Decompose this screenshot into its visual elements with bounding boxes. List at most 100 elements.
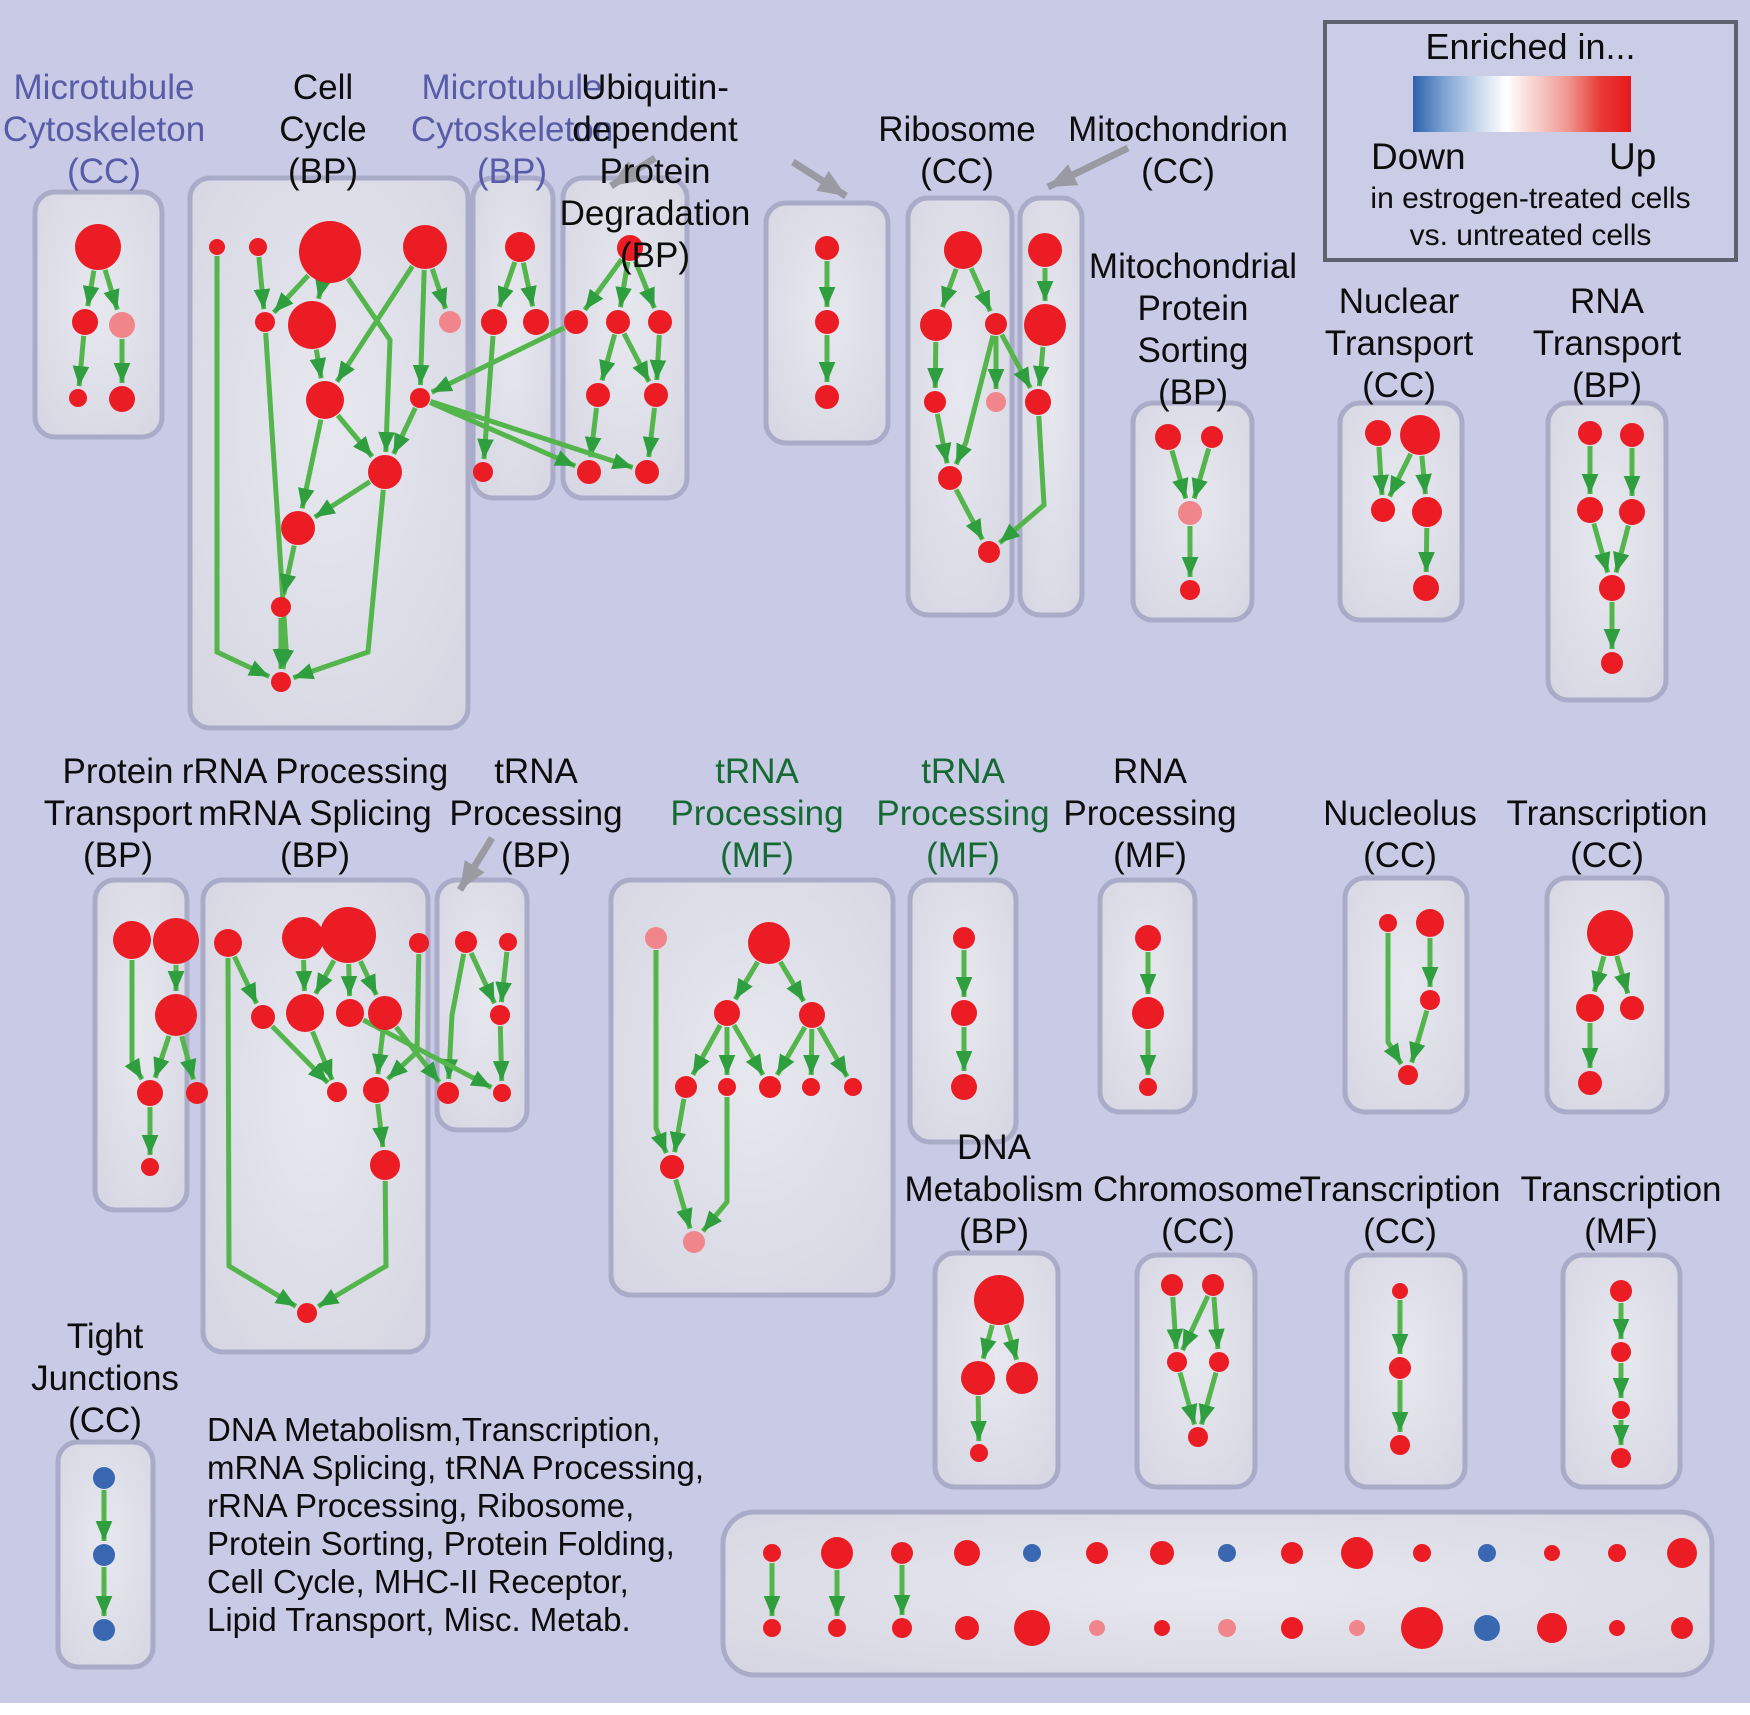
go-term-node-red [1412, 497, 1442, 527]
edge-arrow [934, 413, 952, 464]
edge-arrow [642, 407, 660, 458]
go-term-node-red [336, 999, 364, 1027]
edge-arrow [358, 960, 379, 996]
go-term-node-red [1379, 914, 1397, 932]
edge-arrow [345, 276, 395, 453]
go-term-node-red [938, 466, 962, 490]
edge-arrow [1002, 1324, 1019, 1361]
edge-arrow [412, 269, 430, 386]
edge-arrow [232, 955, 259, 1005]
go-term-node-red [891, 1542, 913, 1564]
edge-arrow [334, 264, 415, 383]
go-term-node-red [1578, 1071, 1602, 1095]
go-term-node-red [648, 310, 672, 334]
go-term-node-red [1024, 304, 1066, 346]
go-term-node-red [985, 313, 1007, 335]
go-term-node-red [1578, 421, 1602, 445]
edge-arrow [394, 1025, 442, 1084]
edge-arrow [441, 953, 467, 1080]
edge-arrow [970, 1395, 987, 1442]
go-term-node-red [1416, 909, 1444, 937]
go-term-node-red [714, 1000, 740, 1026]
edge-arrow [1177, 1371, 1198, 1426]
go-term-node-blue [93, 1619, 115, 1641]
edge-arrow [774, 1025, 808, 1077]
edge-arrow [430, 325, 566, 395]
edge-arrows [72, 256, 1641, 1616]
edge-arrow [362, 1017, 493, 1090]
go-term-node-red [1401, 1607, 1443, 1649]
go-term-node-red [1202, 1274, 1224, 1296]
go-term-node-red [944, 231, 982, 269]
go-term-node-red [1420, 990, 1440, 1010]
edge-arrow [980, 1324, 997, 1360]
edge-arrow [649, 334, 667, 381]
go-term-node-red [1413, 575, 1439, 601]
go-term-node-red [920, 309, 952, 341]
edge-arrow [953, 334, 996, 466]
go-term-node-red [297, 1303, 317, 1323]
go-term-node-red [1609, 1620, 1625, 1636]
edge-arrow [492, 1025, 510, 1082]
cluster-box-protein-transport-bp [92, 877, 190, 1213]
go-term-node-red [1608, 1544, 1626, 1562]
edge-arrow [520, 262, 537, 307]
edge-arrow [953, 488, 985, 541]
go-term-node-red [951, 1000, 977, 1026]
go-term-node-red [802, 1078, 820, 1096]
edge-arrow [621, 332, 652, 383]
go-term-node-red [481, 309, 507, 335]
edge-arrow [495, 951, 512, 1003]
edge-arrow [496, 261, 518, 308]
go-term-node-pink [683, 1231, 705, 1253]
go-term-node-red [1671, 1617, 1693, 1639]
go-term-node-red [209, 239, 225, 255]
legend-down-label: Down [1371, 136, 1466, 177]
cluster-box-microtubule-cytoskeleton-bp [470, 175, 556, 501]
edge-arrow [429, 400, 577, 469]
go-term-node-red [368, 996, 402, 1030]
go-term-node-red [1154, 1620, 1170, 1636]
edge-arrow [733, 960, 760, 1001]
go-term-node-red [69, 389, 87, 407]
go-term-node-red [1161, 1274, 1183, 1296]
label-pointer-arrow [609, 155, 657, 189]
go-term-node-red [1389, 1357, 1411, 1379]
edge-arrow [102, 269, 120, 311]
go-term-node-red [1371, 498, 1395, 522]
go-term-node-red [978, 541, 1000, 563]
go-term-node-red [109, 386, 135, 412]
edge-arrow [292, 489, 386, 681]
go-term-node-red [1612, 1401, 1630, 1419]
go-term-node-red [821, 1537, 853, 1569]
edge-arrow [316, 1180, 389, 1309]
go-term-node-pink [645, 927, 667, 949]
go-term-node-red [1365, 420, 1391, 446]
go-term-node-red [1025, 389, 1051, 415]
edge-arrow [1208, 1296, 1225, 1350]
go-term-node-red [815, 385, 839, 409]
go-term-node-red [271, 672, 291, 692]
go-term-node-red [961, 1361, 995, 1395]
go-term-node-red [892, 1618, 912, 1638]
go-term-node-red [299, 221, 361, 283]
go-term-node-red [1281, 1617, 1303, 1639]
go-term-node-red [1139, 1078, 1157, 1096]
go-term-node-red [1188, 1427, 1208, 1447]
edge-arrow [1415, 455, 1432, 495]
go-term-node-red [320, 907, 376, 963]
edge-arrow [731, 1023, 766, 1077]
edge-arrow [313, 479, 372, 520]
go-term-node-red [1209, 1352, 1229, 1372]
go-term-node-red [1398, 1065, 1418, 1085]
go-term-node-red [523, 309, 549, 335]
go-term-node-red [455, 931, 477, 953]
edge-arrow [803, 1028, 820, 1076]
go-term-node-red [327, 1082, 347, 1102]
annotation-arrows [457, 144, 1130, 892]
edge-arrow [152, 1035, 172, 1079]
go-term-node-blue [93, 1467, 115, 1489]
edge-arrow [1613, 524, 1631, 574]
edge-arrow [1198, 1371, 1219, 1426]
legend-title: Enriched in... [1425, 26, 1636, 67]
